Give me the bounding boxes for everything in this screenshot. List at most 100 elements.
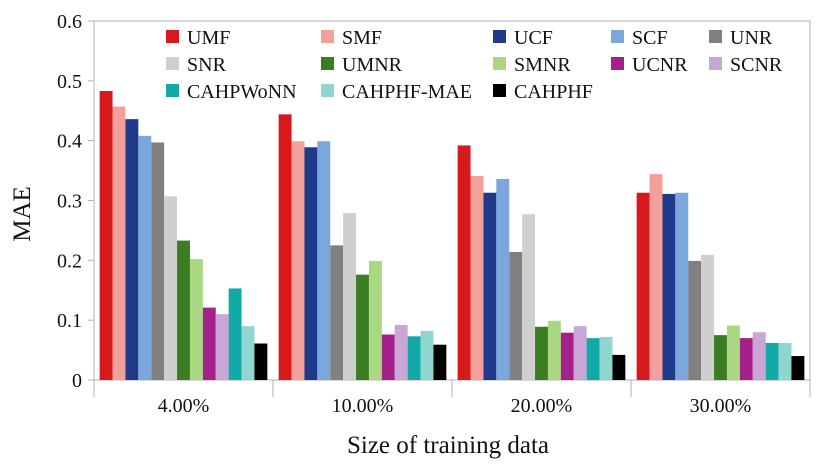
bar-cahphf-1 — [254, 343, 268, 380]
bar-cahpwonn-1 — [228, 288, 242, 380]
bar-cahphf-mae-4 — [778, 342, 792, 380]
legend-swatch — [709, 30, 722, 43]
y-tick-label: 0.4 — [57, 131, 82, 153]
bar-smf-4 — [649, 174, 663, 380]
legend-label: UMF — [187, 27, 230, 49]
legend-label: CAHPWoNN — [187, 81, 297, 103]
bar-snr-2 — [343, 213, 357, 380]
legend-label: CAHPHF — [514, 81, 593, 103]
bar-cahphf-3 — [612, 354, 626, 380]
y-tick-label: 0.2 — [57, 250, 82, 272]
legend-swatch — [321, 57, 334, 70]
legend-item-ucf: UCF — [493, 27, 553, 49]
legend-item-umf: UMF — [166, 27, 230, 49]
bar-cahphf-mae-3 — [599, 336, 613, 380]
y-tick-label: 0.6 — [57, 11, 82, 33]
bar-scnr-2 — [394, 324, 408, 380]
bar-scf-3 — [496, 178, 510, 380]
bar-smf-2 — [291, 141, 305, 380]
bar-ucnr-2 — [381, 334, 395, 380]
bar-scf-1 — [138, 135, 152, 380]
x-tick-label: 30.00% — [690, 395, 752, 417]
x-tick-label: 20.00% — [511, 395, 573, 417]
legend-item-snr: SNR — [166, 54, 227, 76]
legend-item-cahpwonn: CAHPWoNN — [166, 81, 297, 103]
bar-unr-4 — [688, 260, 702, 380]
legend-item-umnr: UMNR — [321, 54, 403, 76]
bar-umf-4 — [636, 192, 650, 380]
legend-label: UNR — [730, 27, 773, 49]
legend-label: SCNR — [730, 54, 783, 76]
legend-swatch — [166, 57, 179, 70]
bar-unr-3 — [509, 251, 523, 380]
legend-swatch — [709, 57, 722, 70]
bar-cahphf-2 — [433, 344, 447, 380]
bar-snr-1 — [164, 196, 178, 380]
legend-label: CAHPHF-MAE — [342, 81, 472, 103]
legend-item-ucnr: UCNR — [611, 54, 688, 76]
legend-swatch — [493, 57, 506, 70]
bar-ucnr-4 — [739, 338, 753, 380]
legend-item-smf: SMF — [321, 27, 382, 49]
bar-umnr-1 — [177, 240, 190, 380]
bar-umnr-2 — [356, 274, 369, 380]
bar-ucf-1 — [125, 119, 139, 380]
bar-cahpwonn-4 — [765, 342, 779, 380]
bar-umnr-4 — [714, 335, 727, 381]
bar-scf-4 — [675, 192, 689, 380]
legend-swatch — [493, 30, 506, 43]
bar-smnr-4 — [726, 325, 740, 380]
bar-smnr-1 — [189, 259, 203, 380]
bar-scf-2 — [317, 141, 331, 380]
bar-umf-3 — [457, 145, 471, 380]
bar-cahphf-4 — [791, 356, 805, 380]
bar-cahpwonn-2 — [407, 336, 421, 380]
bar-scnr-4 — [752, 332, 766, 380]
x-tick-label: 4.00% — [158, 395, 210, 417]
legend-label: SCF — [632, 27, 668, 49]
legend-item-scf: SCF — [611, 27, 668, 49]
bar-smnr-3 — [547, 320, 561, 380]
x-tick-label: 10.00% — [332, 395, 394, 417]
axes: 0 0.1 0.2 0.3 0.4 0.5 0.6 4.00% 10.00% 20.00% 30.0… — [57, 11, 811, 417]
legend-label: UCNR — [632, 54, 688, 76]
bar-snr-4 — [701, 254, 715, 380]
bar-smf-1 — [112, 106, 126, 380]
bar-unr-2 — [330, 245, 344, 381]
legend-swatch — [321, 30, 334, 43]
bar-ucf-2 — [304, 147, 318, 380]
bar-ucnr-1 — [202, 307, 216, 380]
legend-label: SMNR — [514, 54, 571, 76]
bar-smnr-2 — [368, 260, 382, 380]
y-tick-label: 0.3 — [57, 191, 82, 213]
legend-item-cahphf: CAHPHF — [493, 81, 593, 103]
legend: UMF SMF UCF SCF UNR SNR UMNR SMNR UCNR SCNR CAHPWo… — [166, 27, 783, 103]
bar-cahphf-mae-2 — [420, 330, 434, 380]
legend-item-unr: UNR — [709, 27, 773, 49]
bar-cahphf-mae-1 — [241, 326, 255, 380]
bar-ucnr-3 — [560, 332, 574, 380]
bars — [99, 91, 805, 381]
legend-item-scnr: SCNR — [709, 54, 783, 76]
legend-swatch — [321, 84, 334, 97]
bar-unr-1 — [151, 142, 165, 380]
y-tick-label: 0 — [72, 370, 82, 392]
legend-label: UMNR — [342, 54, 403, 76]
bar-cahpwonn-3 — [586, 338, 600, 380]
legend-swatch — [493, 84, 506, 97]
y-tick-label: 0.1 — [57, 310, 82, 332]
bar-smf-3 — [470, 175, 484, 380]
bar-umf-2 — [278, 114, 292, 380]
legend-label: SNR — [187, 54, 227, 76]
legend-swatch — [611, 30, 624, 43]
bar-umnr-3 — [535, 326, 548, 380]
legend-swatch — [166, 84, 179, 97]
bar-scnr-3 — [573, 326, 587, 380]
legend-swatch — [166, 30, 179, 43]
bar-ucf-4 — [662, 193, 676, 380]
legend-item-cahphf-mae: CAHPHF-MAE — [321, 81, 472, 103]
legend-swatch — [611, 57, 624, 70]
legend-label: UCF — [514, 27, 553, 49]
bar-snr-3 — [522, 214, 536, 380]
y-axis-title: MAE — [9, 186, 36, 242]
